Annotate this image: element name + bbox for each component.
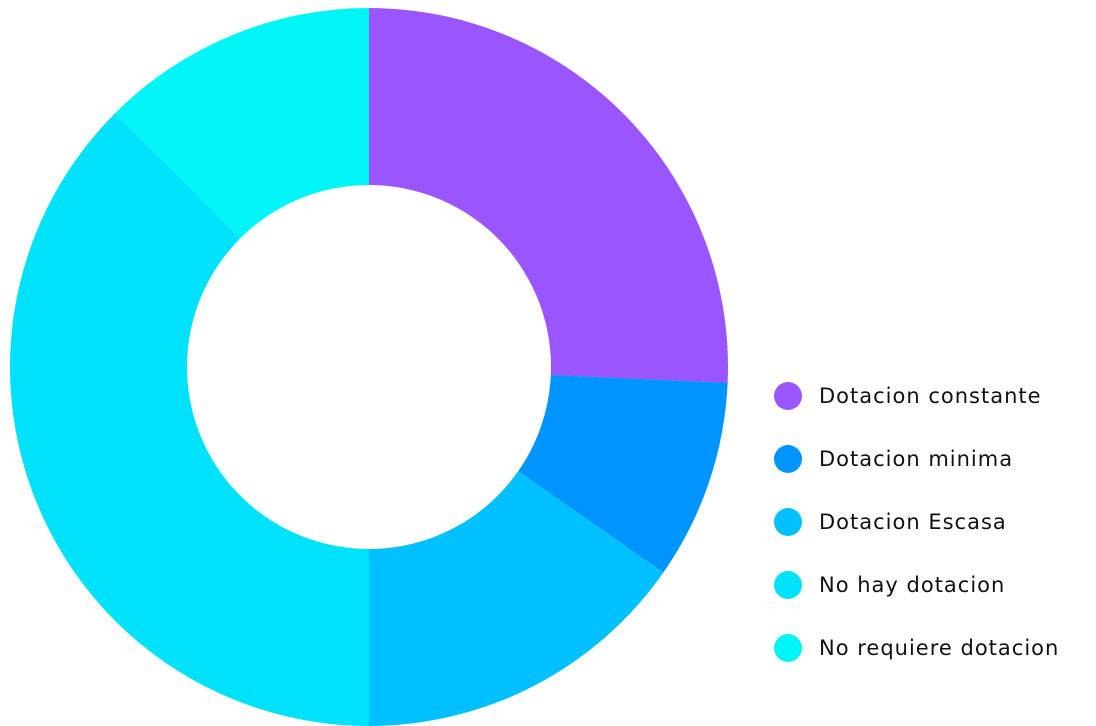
legend-item-no-requiere-dotacion: No requiere dotacion [774,616,1094,679]
donut-slice-dotacion-constante [369,8,728,383]
legend-item-dotacion-minima: Dotacion minima [774,427,1094,490]
donut-slice-dotacion-escasa [369,471,664,726]
legend: Dotacion constante Dotacion minima Dotac… [774,364,1094,679]
donut-slice-dotacion-minima [518,375,728,573]
legend-item-no-hay-dotacion: No hay dotacion [774,553,1094,616]
legend-swatch-dotacion-escasa [774,507,802,536]
legend-swatch-no-requiere-dotacion [774,633,802,662]
legend-item-dotacion-escasa: Dotacion Escasa [774,490,1094,553]
donut-slice-no-requiere-dotacion [115,8,369,239]
donut-chart [9,8,728,726]
legend-label-no-hay-dotacion: No hay dotacion [819,572,1006,597]
legend-label-dotacion-minima: Dotacion minima [819,446,1014,471]
legend-label-dotacion-escasa: Dotacion Escasa [819,509,1007,534]
legend-label-dotacion-constante: Dotacion constante [819,383,1042,408]
donut-slice-no-hay-dotacion [9,113,369,726]
legend-swatch-no-hay-dotacion [774,570,802,599]
legend-label-no-requiere-dotacion: No requiere dotacion [819,635,1060,660]
legend-item-dotacion-constante: Dotacion constante [774,364,1094,427]
legend-swatch-dotacion-constante [774,381,802,410]
legend-swatch-dotacion-minima [774,444,802,473]
